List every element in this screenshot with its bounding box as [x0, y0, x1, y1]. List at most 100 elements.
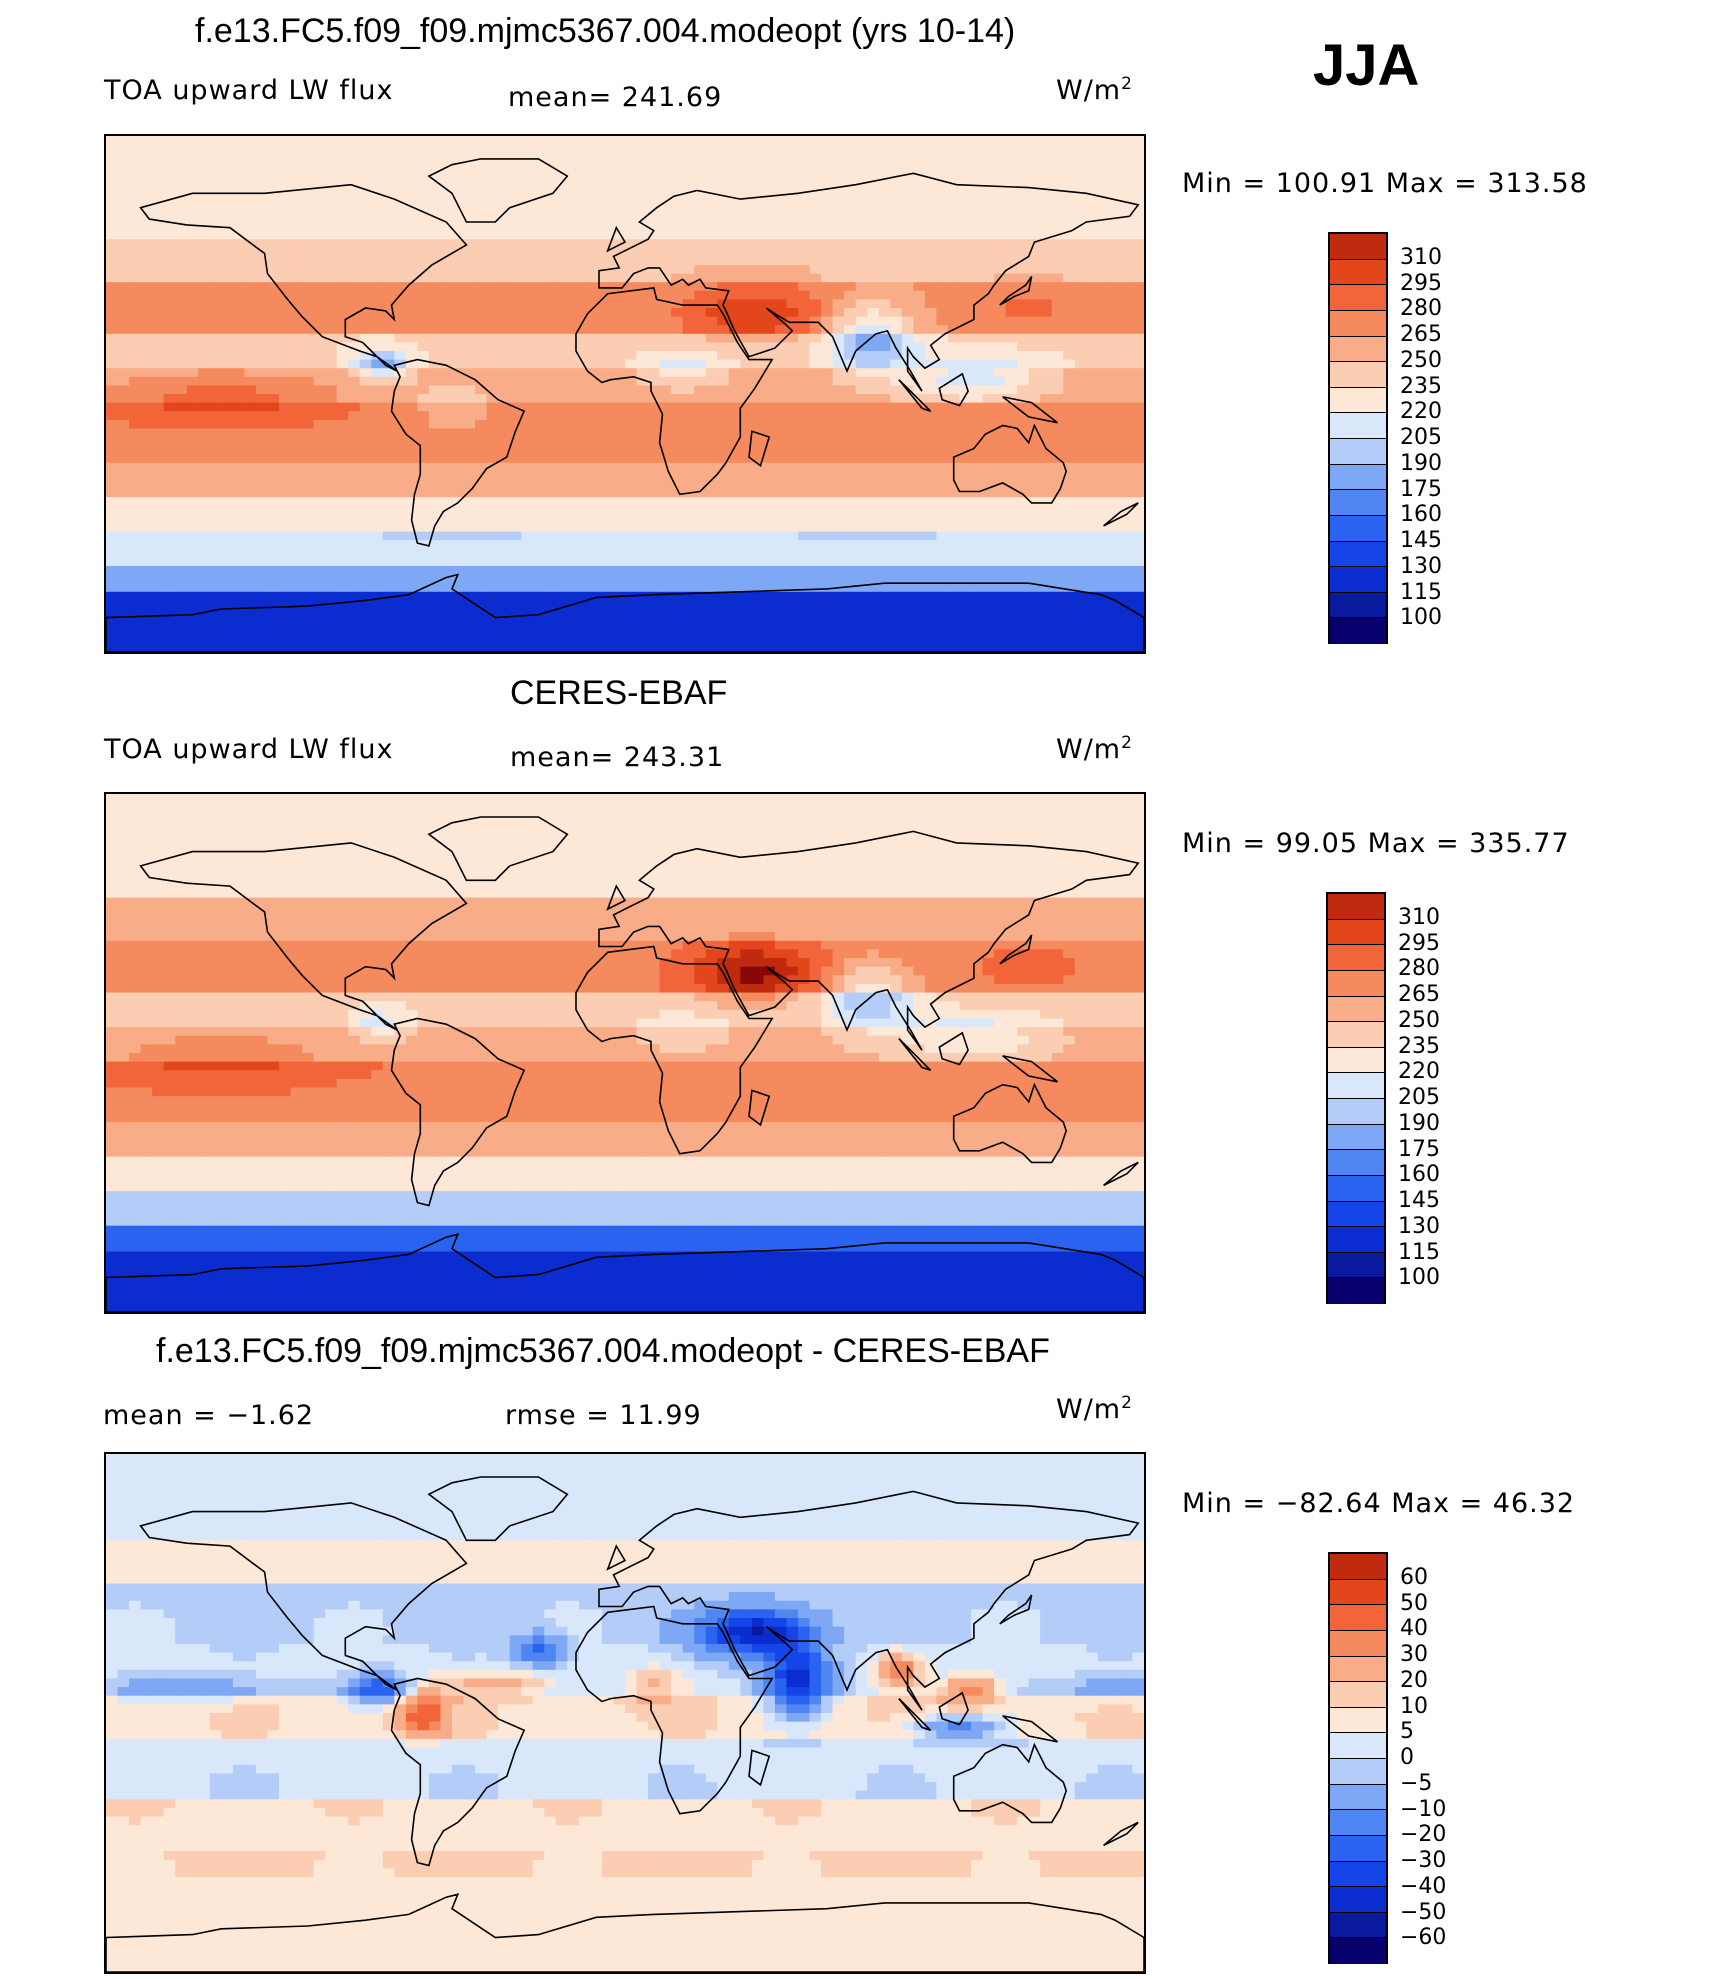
panel-1-field-cell: [129, 411, 142, 421]
panel-1-field-cell: [717, 153, 730, 163]
panel-1-field-cell: [625, 411, 638, 421]
panel-1-field-cell: [809, 144, 822, 154]
panel-1-field-cell: [325, 609, 338, 619]
panel-1-field-cell: [959, 583, 972, 593]
panel-1-field-cell: [971, 548, 984, 558]
panel-1-field-cell: [302, 144, 315, 154]
panel-1-field-cell: [1028, 333, 1041, 343]
panel-1-field-cell: [498, 531, 511, 541]
panel-1-field-cell: [844, 213, 857, 223]
panel-1-field-cell: [751, 273, 764, 283]
panel-1-field-cell: [290, 419, 303, 429]
panel-1-field-cell: [106, 505, 119, 515]
panel-1-field-cell: [786, 411, 799, 421]
panel-1-field-cell: [936, 213, 949, 223]
panel-1-field-cell: [1086, 557, 1099, 567]
panel-1-field-cell: [313, 471, 326, 481]
panel-1-field-cell: [636, 514, 649, 524]
panel-1-field-cell: [209, 600, 222, 610]
panel-1-field-cell: [175, 351, 188, 361]
panel-1-field-cell: [740, 454, 753, 464]
panel-1-field-cell: [636, 557, 649, 567]
panel-1-field-cell: [971, 419, 984, 429]
panel-1-field-cell: [129, 144, 142, 154]
panel-1-field-cell: [774, 265, 788, 275]
panel-1-field-cell: [209, 230, 222, 240]
panel-1-field-cell: [555, 161, 568, 171]
panel-1-field-cell: [279, 368, 292, 378]
panel-1-field-cell: [648, 213, 661, 223]
panel-1-field-cell: [498, 591, 511, 601]
panel-1-field-cell: [1028, 213, 1041, 223]
panel-1-field-cell: [532, 265, 545, 275]
panel-1-field-cell: [1063, 471, 1076, 481]
panel-1-field-cell: [279, 187, 292, 197]
panel-1-field-cell: [636, 333, 649, 343]
panel-1-field-cell: [244, 462, 257, 472]
panel-1-field-cell: [313, 368, 326, 378]
panel-1-field-cell: [1063, 213, 1076, 223]
panel-1-field-cell: [971, 514, 984, 524]
panel-1-field-cell: [117, 351, 130, 361]
panel-1-field-cell: [555, 454, 568, 464]
panel-1-field-cell: [198, 402, 211, 412]
panel-1-field-cell: [140, 462, 153, 472]
panel-1-field-cell: [325, 136, 338, 146]
panel-1-field-cell: [175, 144, 188, 154]
panel-1-field-cell: [844, 394, 857, 404]
panel-1-field-cell: [498, 204, 511, 214]
panel-1-field-cell: [1097, 523, 1110, 533]
panel-1-field-cell: [1097, 179, 1110, 189]
panel-1-field-cell: [1109, 402, 1122, 412]
panel-1-field-cell: [1005, 505, 1018, 515]
panel-1-field-cell: [463, 359, 476, 369]
panel-1-field-cell: [267, 540, 280, 550]
panel-1-field-cell: [555, 419, 568, 429]
panel-1-field-cell: [844, 437, 857, 447]
panel-1-field-cell: [855, 445, 868, 455]
panel-1-field-cell: [509, 368, 522, 378]
panel-1-field-cell: [625, 540, 638, 550]
panel-1-field-cell: [428, 462, 442, 472]
panel-1-field-cell: [175, 222, 188, 232]
panel-1-field-cell: [1086, 170, 1099, 180]
panel-1-field-cell: [982, 548, 995, 558]
panel-1-field-cell: [959, 342, 972, 352]
panel-1-field-cell: [198, 256, 211, 266]
panel-1-field-cell: [636, 574, 649, 584]
panel-1-field-cell: [209, 428, 222, 438]
panel-1-field-cell: [994, 497, 1007, 507]
panel-1-field-cell: [971, 325, 984, 335]
panel-1-field-cell: [971, 256, 984, 266]
panel-1-field-cell: [844, 290, 857, 300]
panel-1-field-cell: [717, 480, 730, 490]
panel-1-field-cell: [198, 351, 211, 361]
panel-1-field-cell: [578, 239, 591, 249]
panel-1-field-cell: [175, 566, 188, 576]
panel-1-field-cell: [763, 368, 776, 378]
panel-1-field-cell: [740, 247, 753, 257]
panel-1-field-cell: [509, 609, 522, 619]
panel-1-field-cell: [498, 239, 511, 249]
panel-1-field-cell: [971, 531, 984, 541]
panel-1-field-cell: [175, 419, 188, 429]
panel-1-field-cell: [129, 376, 142, 386]
panel-1-field-cell: [625, 316, 638, 326]
panel-1-field-cell: [821, 368, 834, 378]
panel-1-field-cell: [1132, 316, 1144, 326]
panel-1-field-cell: [532, 153, 545, 163]
panel-1-field-cell: [982, 256, 995, 266]
panel-1-field-cell: [578, 540, 591, 550]
panel-1-field-cell: [636, 204, 649, 214]
panel-1-field-cell: [1051, 316, 1064, 326]
panel-1-field-cell: [1074, 566, 1087, 576]
panel-1-field-cell: [867, 428, 880, 438]
panel-1-field-cell: [671, 376, 684, 386]
panel-1-field-cell: [1040, 256, 1053, 266]
panel-1-field-cell: [878, 394, 891, 404]
panel-1-field-cell: [786, 179, 799, 189]
panel-1-field-cell: [382, 222, 395, 232]
panel-1-field-cell: [313, 428, 326, 438]
panel-1-field-cell: [394, 609, 407, 619]
panel-1-field-cell: [659, 402, 672, 412]
